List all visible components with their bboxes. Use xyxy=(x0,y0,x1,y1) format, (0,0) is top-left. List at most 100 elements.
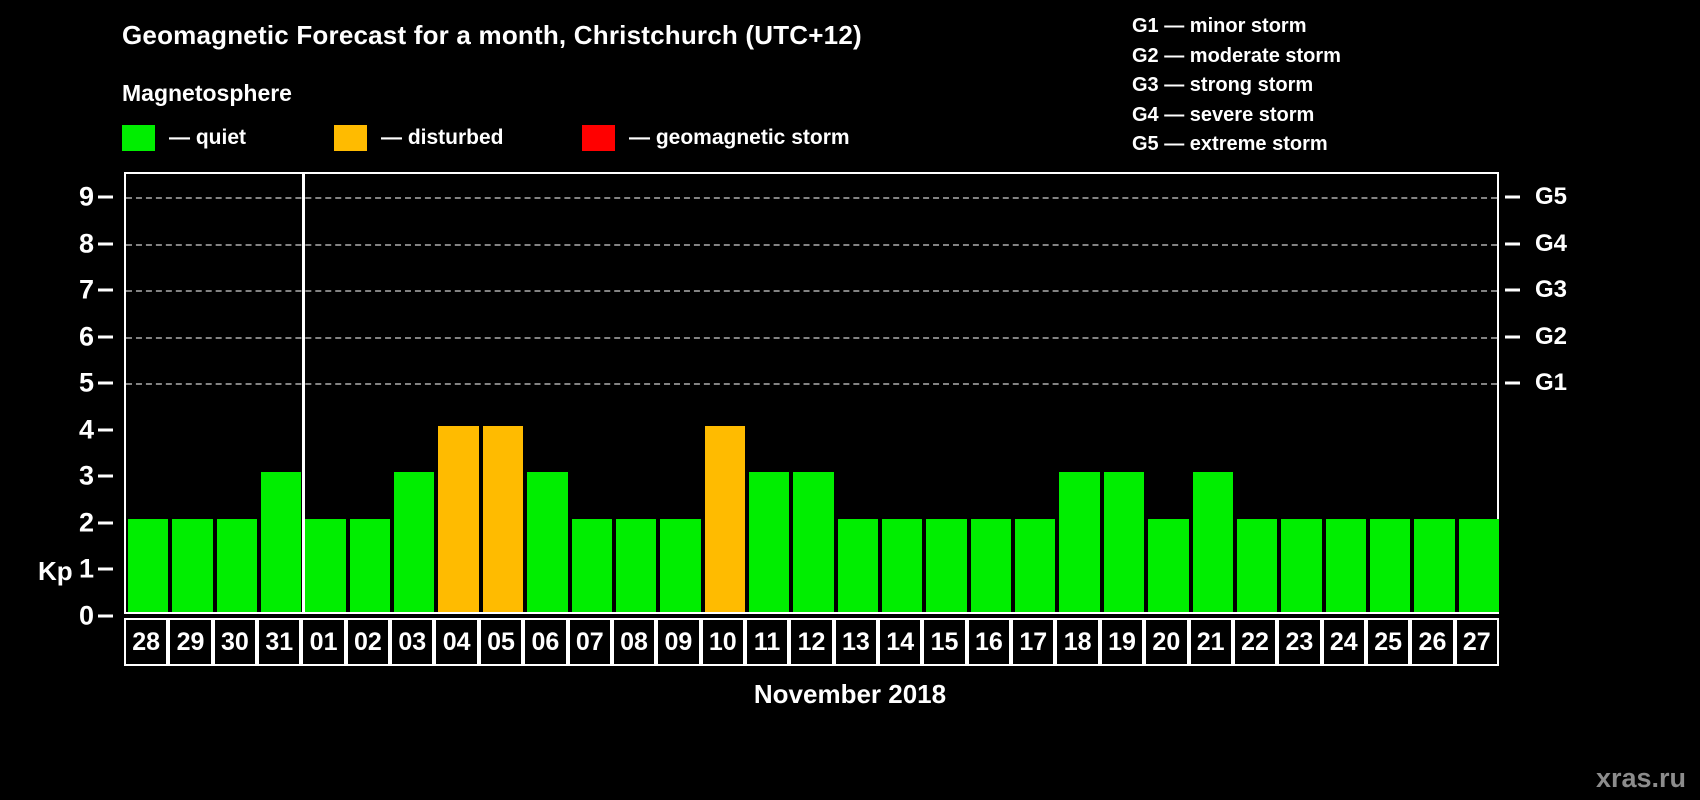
bar-day-19 xyxy=(1103,472,1145,612)
month-label: November 2018 xyxy=(753,679,947,709)
legend-item-1: — disturbed xyxy=(334,124,504,152)
kp-tick-0: 0 xyxy=(78,600,94,631)
chart-plot-area xyxy=(124,172,1499,614)
kp-tick-3: 3 xyxy=(78,460,94,491)
kp-axis-label: Kp xyxy=(38,556,73,586)
kp-tick-4: 4 xyxy=(78,414,94,445)
kp-tickmark-4 xyxy=(98,428,113,432)
storm-scale-row-2: G2 — moderate storm xyxy=(1132,44,1341,67)
storm-tickmark-G3 xyxy=(1505,288,1520,292)
kp-tickmark-2 xyxy=(98,521,113,525)
kp-tickmark-1 xyxy=(98,567,113,571)
storm-tick-G5: G5 xyxy=(1535,183,1568,211)
page-title: Geomagnetic Forecast for a month, Christ… xyxy=(122,20,862,50)
kp-tick-7: 7 xyxy=(78,274,94,305)
bar-day-14 xyxy=(882,518,923,612)
kp-axis: Kp 0 1 2 3 4 5 6 7 8 9 xyxy=(0,172,124,631)
bar-day-23 xyxy=(1281,518,1322,612)
kp-tickmark-0 xyxy=(98,614,113,618)
magnetosphere-label: Magnetosphere xyxy=(122,80,292,106)
day-label-24: 24 xyxy=(1321,618,1366,666)
kp-tick-5: 5 xyxy=(78,367,94,398)
day-axis: 28 29 30 31 01 02 03 04 05 06 07 08 09 10 11 12 13 14 15 16… xyxy=(124,618,1499,666)
watermark: xras.ru xyxy=(1595,763,1686,793)
bar-day-20 xyxy=(1148,518,1189,612)
bar-day-17 xyxy=(1015,518,1056,612)
bar-day-11 xyxy=(748,472,790,612)
day-label-11: 11 xyxy=(744,618,790,666)
kp-tickmark-6 xyxy=(98,335,113,339)
storm-tickmark-G4 xyxy=(1505,242,1520,246)
geomagnetic-storm-swatch xyxy=(582,125,615,151)
day-label-14: 14 xyxy=(878,618,923,666)
day-label-17: 17 xyxy=(1011,618,1056,666)
gridline-kp-5 xyxy=(126,383,1497,386)
kp-tickmark-7 xyxy=(98,288,113,292)
day-label-02: 02 xyxy=(345,618,391,666)
bar-day-10 xyxy=(704,425,745,612)
bar-day-18 xyxy=(1059,472,1100,612)
kp-tick-6: 6 xyxy=(78,321,94,352)
day-label-20: 20 xyxy=(1144,618,1189,666)
bar-day-01 xyxy=(305,518,346,612)
gridline-kp-9 xyxy=(126,197,1497,200)
day-label-31: 31 xyxy=(257,618,302,666)
bar-day-31 xyxy=(261,472,302,612)
gridline-kp-7 xyxy=(126,290,1497,293)
bar-day-04 xyxy=(438,425,479,612)
bar-day-26 xyxy=(1414,518,1455,612)
day-label-19: 19 xyxy=(1099,618,1145,666)
gridline-kp-8 xyxy=(126,243,1497,246)
day-label-30: 30 xyxy=(212,618,258,666)
day-label-01: 01 xyxy=(301,618,346,666)
day-label-10: 10 xyxy=(700,618,745,666)
day-label-08: 08 xyxy=(611,618,657,666)
day-label-15: 15 xyxy=(922,618,967,666)
legend-item-0: — quiet xyxy=(122,124,246,152)
bar-day-24 xyxy=(1325,518,1366,612)
kp-tick-9: 9 xyxy=(78,181,94,212)
day-label-26: 26 xyxy=(1410,618,1455,666)
legend-label-2: — geomagnetic storm xyxy=(629,126,850,149)
bar-day-25 xyxy=(1369,518,1411,612)
day-label-23: 23 xyxy=(1277,618,1322,666)
day-label-12: 12 xyxy=(789,618,834,666)
bar-series xyxy=(126,174,1499,612)
day-label-22: 22 xyxy=(1232,618,1278,666)
storm-tick-G2: G2 xyxy=(1535,322,1568,350)
storm-tickmark-G2 xyxy=(1505,335,1520,339)
forecast-divider-line xyxy=(301,174,305,612)
storm-scale-axis: G1 G2 G3 G4 G5 xyxy=(1499,172,1699,617)
day-label-29: 29 xyxy=(168,618,213,666)
bar-day-02 xyxy=(349,518,391,612)
day-label-13: 13 xyxy=(833,618,879,666)
bar-day-21 xyxy=(1192,472,1233,612)
storm-tickmark-G5 xyxy=(1505,195,1520,199)
day-label-03: 03 xyxy=(390,618,435,666)
day-label-25: 25 xyxy=(1365,618,1411,666)
bar-day-30 xyxy=(216,518,258,612)
day-label-28: 28 xyxy=(124,618,169,666)
bar-day-27 xyxy=(1458,518,1499,612)
day-label-05: 05 xyxy=(478,618,524,666)
bar-day-05 xyxy=(482,425,524,612)
storm-tick-G1: G1 xyxy=(1535,369,1568,397)
kp-tick-2: 2 xyxy=(78,507,94,538)
storm-tickmark-G1 xyxy=(1505,381,1520,385)
bar-day-12 xyxy=(793,472,834,612)
bar-day-13 xyxy=(837,518,879,612)
bar-day-16 xyxy=(970,518,1012,612)
day-label-21: 21 xyxy=(1188,618,1233,666)
storm-scale-row-4: G4 — severe storm xyxy=(1132,103,1315,126)
disturbed-swatch xyxy=(334,125,367,151)
day-label-06: 06 xyxy=(523,618,568,666)
kp-tickmark-5 xyxy=(98,381,113,385)
day-label-16: 16 xyxy=(966,618,1012,666)
storm-tick-G3: G3 xyxy=(1535,276,1568,304)
day-label-09: 09 xyxy=(656,618,701,666)
day-label-27: 27 xyxy=(1454,618,1499,666)
bar-day-08 xyxy=(615,518,657,612)
storm-scale-row-1: G1 — minor storm xyxy=(1132,15,1307,37)
quiet-swatch xyxy=(122,125,155,151)
bar-day-06 xyxy=(527,472,568,612)
